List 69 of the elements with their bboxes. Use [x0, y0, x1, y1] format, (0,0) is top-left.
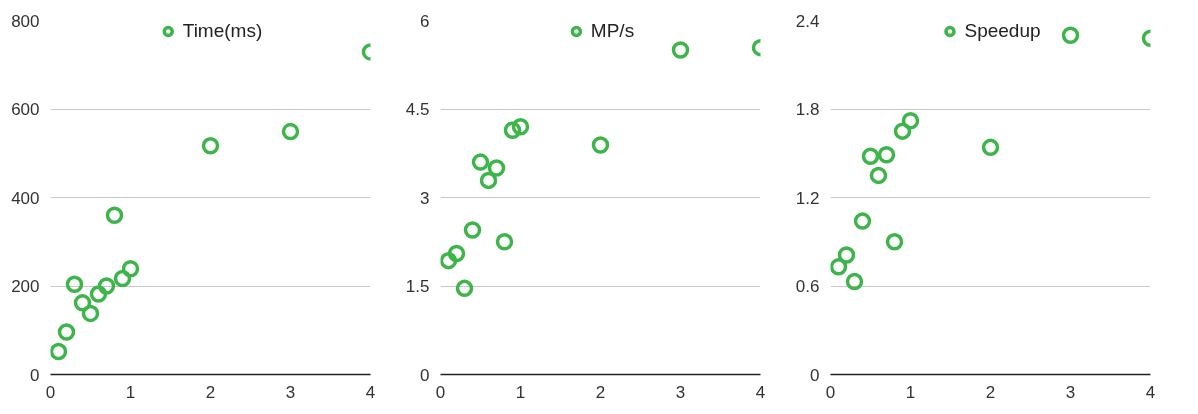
point	[837, 246, 856, 264]
point	[113, 269, 132, 288]
x-tick-label: 1	[905, 382, 916, 402]
point	[511, 117, 530, 136]
x-tick-label: 3	[675, 382, 686, 402]
point	[893, 122, 912, 140]
point	[830, 258, 848, 276]
x-tick-label: 4	[365, 382, 376, 402]
point	[981, 138, 1000, 157]
point	[861, 147, 880, 165]
x-tick-label: 1	[125, 382, 136, 402]
point	[57, 323, 76, 341]
x-tick-label: 3	[285, 382, 296, 402]
point	[73, 294, 92, 312]
x-tick-label: 3	[1065, 382, 1076, 402]
x-tick-label: 0	[435, 382, 446, 402]
x-tick-label: 0	[825, 382, 836, 402]
point	[503, 121, 522, 139]
point	[877, 145, 896, 164]
point	[471, 153, 490, 171]
point	[201, 136, 220, 155]
point	[885, 233, 904, 251]
point	[50, 342, 68, 361]
y-tick-label: 600	[11, 100, 40, 119]
point	[105, 206, 124, 224]
x-tick-label: 2	[595, 382, 606, 402]
y-tick-label: 6	[420, 11, 430, 31]
y-tick-label: 1.2	[795, 188, 820, 208]
y-tick-label: 800	[11, 11, 40, 31]
point	[671, 41, 690, 59]
point	[487, 159, 506, 177]
point	[495, 233, 514, 251]
point	[65, 275, 84, 293]
point	[455, 279, 474, 298]
point	[97, 277, 116, 295]
point	[853, 212, 872, 230]
y-tick-label: 0	[30, 365, 40, 385]
y-tick-label: 2.4	[795, 11, 820, 31]
x-tick-label: 2	[205, 382, 216, 402]
y-tick-label: 0	[810, 365, 820, 385]
legend-label: Speedup	[964, 20, 1041, 42]
legend-label: Time(ms)	[182, 20, 263, 42]
point	[89, 285, 108, 303]
point	[869, 166, 888, 185]
y-tick-label: 0	[420, 365, 430, 385]
point	[1061, 26, 1080, 44]
legend-label: MP/s	[590, 20, 635, 42]
y-tick-label: 1.8	[795, 100, 820, 119]
x-tick-label: 1	[515, 382, 526, 402]
y-tick-label: 200	[11, 277, 40, 296]
point	[479, 171, 498, 190]
point	[81, 304, 100, 323]
y-tick-label: 0.6	[795, 277, 820, 296]
point	[121, 260, 140, 278]
point	[901, 112, 920, 130]
x-tick-label: 2	[985, 382, 996, 402]
point	[591, 136, 610, 154]
point	[845, 272, 864, 291]
x-tick-label: 0	[45, 382, 56, 402]
x-tick-label: 4	[755, 382, 766, 402]
x-tick-label: 4	[1145, 382, 1156, 402]
y-tick-label: 4.5	[405, 100, 430, 119]
point	[281, 122, 300, 141]
y-tick-label: 400	[11, 188, 40, 208]
y-tick-label: 3	[420, 188, 430, 208]
point	[440, 251, 458, 270]
point	[447, 244, 466, 263]
point	[463, 221, 482, 239]
y-tick-label: 1.5	[405, 277, 430, 296]
